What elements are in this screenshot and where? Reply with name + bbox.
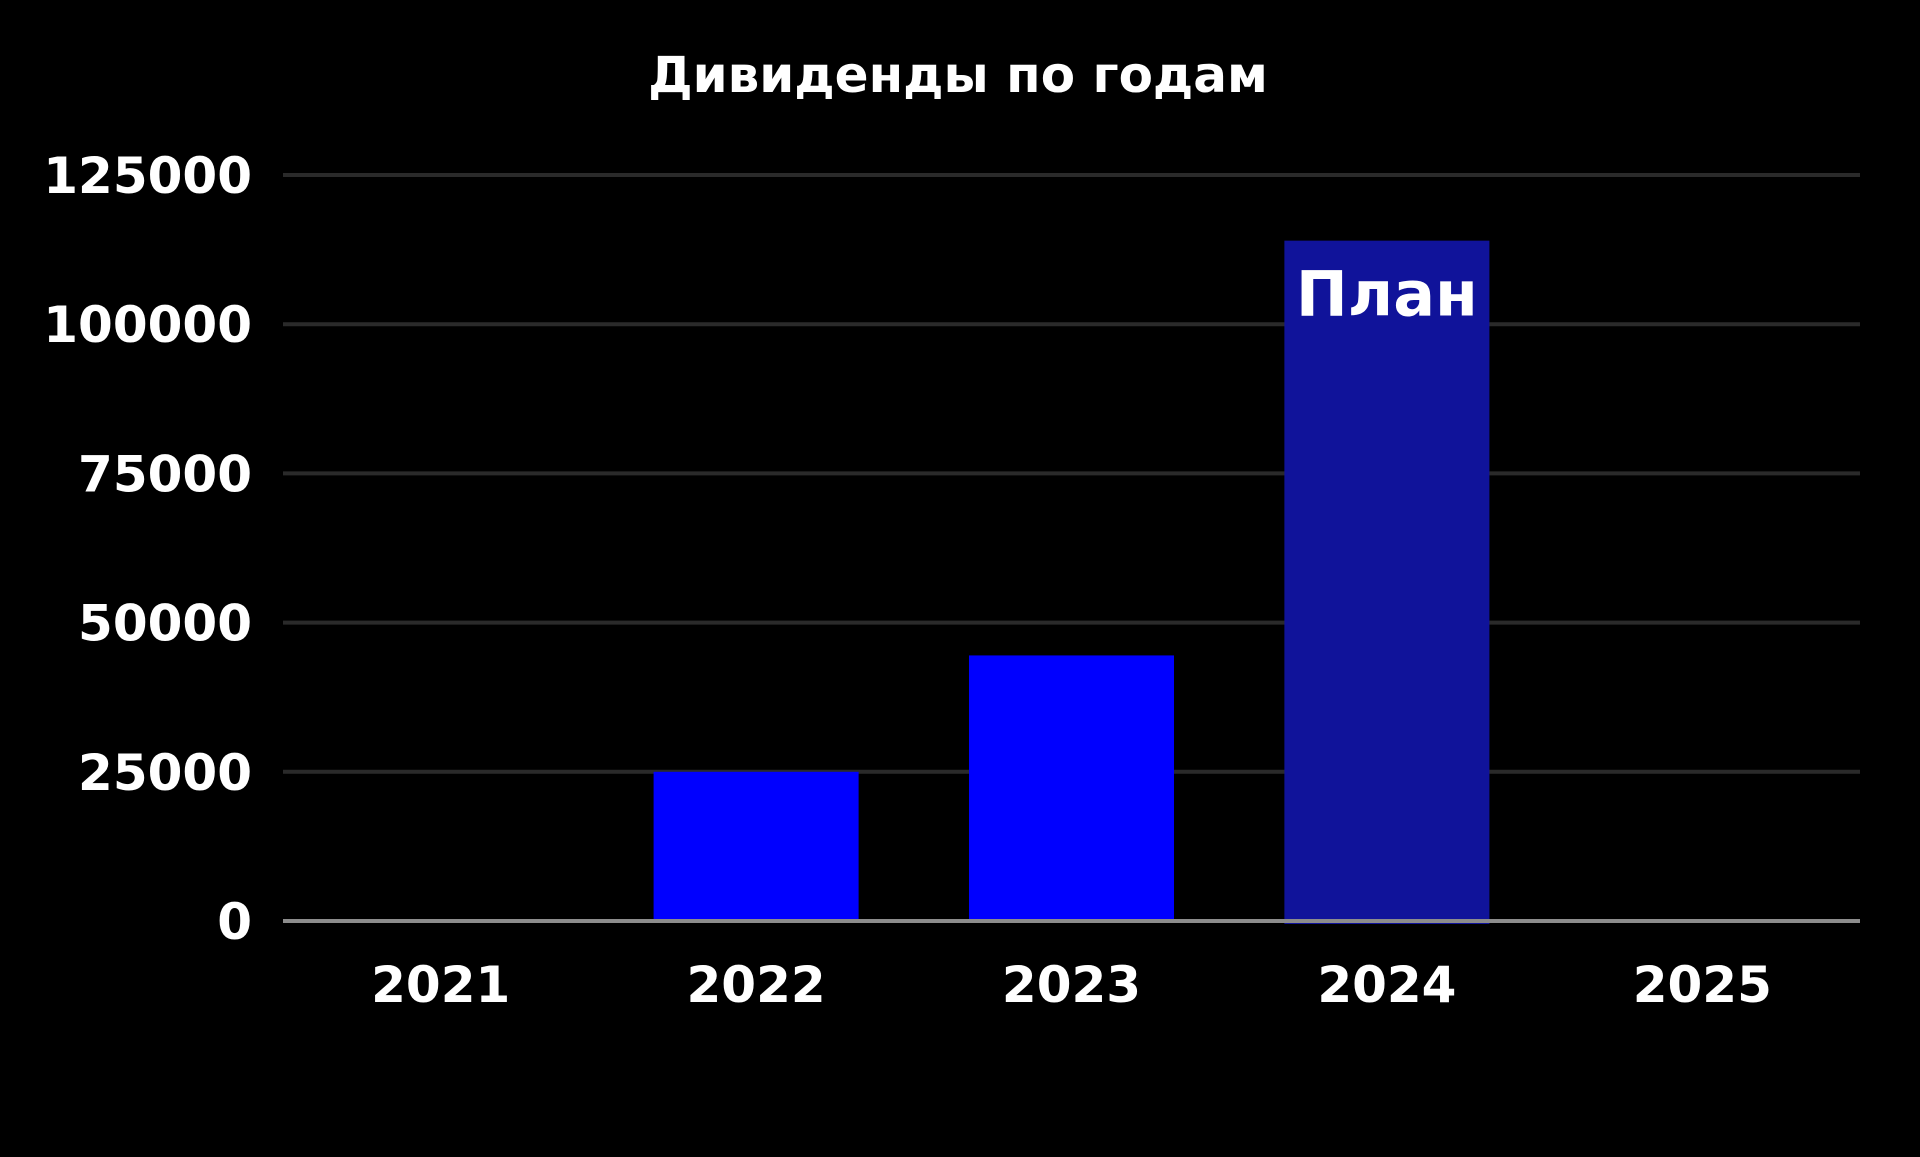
y-tick-label: 125000 <box>43 147 252 205</box>
x-tick-label: 2021 <box>371 956 510 1014</box>
y-tick-label: 75000 <box>78 445 252 503</box>
bar-2023 <box>968 655 1175 921</box>
x-tick-label: 2024 <box>1317 956 1456 1014</box>
bar-2024 <box>1284 240 1490 924</box>
bar-annotation-plan: План <box>1296 258 1478 331</box>
y-axis-tick-labels: 0 25000 50000 75000 100000 125000 <box>43 147 252 951</box>
y-tick-label: 50000 <box>78 595 252 653</box>
gridlines <box>283 173 1860 774</box>
x-tick-label: 2023 <box>1002 956 1141 1014</box>
bar-2022 <box>653 771 859 921</box>
x-tick-label: 2025 <box>1633 956 1772 1014</box>
y-tick-label: 25000 <box>78 744 252 802</box>
bars <box>653 240 1490 924</box>
chart-title: Дивиденды по годам <box>648 46 1268 104</box>
y-tick-label: 0 <box>217 893 252 951</box>
annotations: План <box>1296 258 1478 331</box>
x-tick-label: 2022 <box>687 956 826 1014</box>
x-axis-tick-labels: 2021 2022 2023 2024 2025 <box>371 956 1772 1014</box>
y-tick-label: 100000 <box>43 296 252 354</box>
